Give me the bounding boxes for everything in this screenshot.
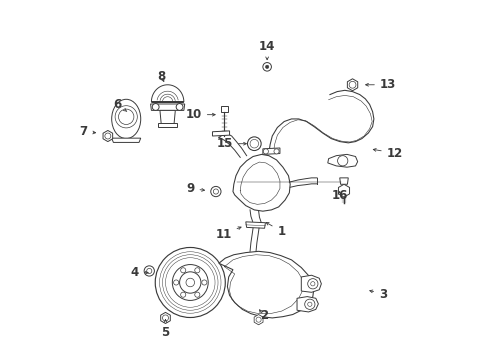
Circle shape [307, 279, 317, 289]
Polygon shape [111, 138, 141, 143]
Text: 10: 10 [185, 108, 215, 121]
Circle shape [180, 268, 185, 273]
Circle shape [172, 265, 208, 301]
Circle shape [310, 282, 314, 286]
Polygon shape [220, 106, 228, 112]
Circle shape [194, 292, 200, 297]
Polygon shape [151, 85, 183, 102]
Text: 9: 9 [186, 182, 204, 195]
Circle shape [265, 65, 268, 68]
Circle shape [213, 189, 218, 194]
Polygon shape [254, 315, 263, 325]
Circle shape [307, 302, 311, 306]
Polygon shape [150, 104, 184, 111]
Circle shape [155, 247, 225, 318]
Text: 15: 15 [216, 137, 246, 150]
Circle shape [162, 255, 218, 310]
Circle shape [118, 109, 134, 125]
Polygon shape [296, 297, 318, 312]
Polygon shape [161, 312, 170, 324]
Text: 14: 14 [259, 40, 275, 60]
Circle shape [337, 156, 347, 166]
Circle shape [247, 137, 261, 150]
Circle shape [115, 106, 137, 128]
Polygon shape [338, 184, 349, 197]
Circle shape [263, 149, 268, 154]
Text: 6: 6 [113, 98, 126, 112]
Circle shape [185, 278, 194, 287]
Circle shape [210, 186, 221, 197]
Circle shape [249, 139, 258, 148]
Circle shape [144, 266, 154, 276]
Circle shape [146, 269, 151, 274]
Circle shape [304, 299, 314, 309]
Polygon shape [245, 222, 265, 228]
Text: 12: 12 [372, 147, 402, 159]
Text: 16: 16 [330, 189, 347, 202]
Circle shape [194, 268, 200, 273]
Polygon shape [327, 154, 357, 167]
Polygon shape [263, 148, 279, 154]
Polygon shape [212, 131, 229, 136]
Circle shape [176, 104, 183, 111]
Polygon shape [346, 79, 357, 91]
Text: 1: 1 [265, 222, 285, 238]
Circle shape [162, 315, 168, 321]
Text: 4: 4 [130, 266, 148, 279]
Circle shape [104, 133, 111, 139]
Circle shape [180, 292, 185, 297]
Circle shape [152, 104, 159, 111]
Circle shape [165, 258, 215, 307]
Polygon shape [160, 111, 175, 124]
Text: 7: 7 [80, 125, 96, 138]
Ellipse shape [111, 99, 141, 139]
Polygon shape [339, 178, 347, 184]
Text: 13: 13 [365, 78, 395, 91]
Text: 2: 2 [259, 309, 267, 322]
Circle shape [179, 272, 201, 293]
Text: 8: 8 [157, 70, 165, 83]
Circle shape [348, 81, 355, 88]
Circle shape [202, 280, 206, 285]
Circle shape [273, 149, 279, 154]
Polygon shape [301, 275, 321, 292]
Circle shape [159, 252, 221, 313]
Circle shape [263, 63, 271, 71]
Polygon shape [158, 123, 177, 127]
Polygon shape [232, 154, 289, 211]
Polygon shape [103, 130, 112, 141]
Circle shape [256, 317, 261, 322]
Circle shape [173, 280, 179, 285]
Text: 5: 5 [161, 320, 169, 339]
Text: 3: 3 [369, 288, 386, 301]
Polygon shape [219, 251, 313, 318]
Text: 11: 11 [215, 227, 241, 241]
